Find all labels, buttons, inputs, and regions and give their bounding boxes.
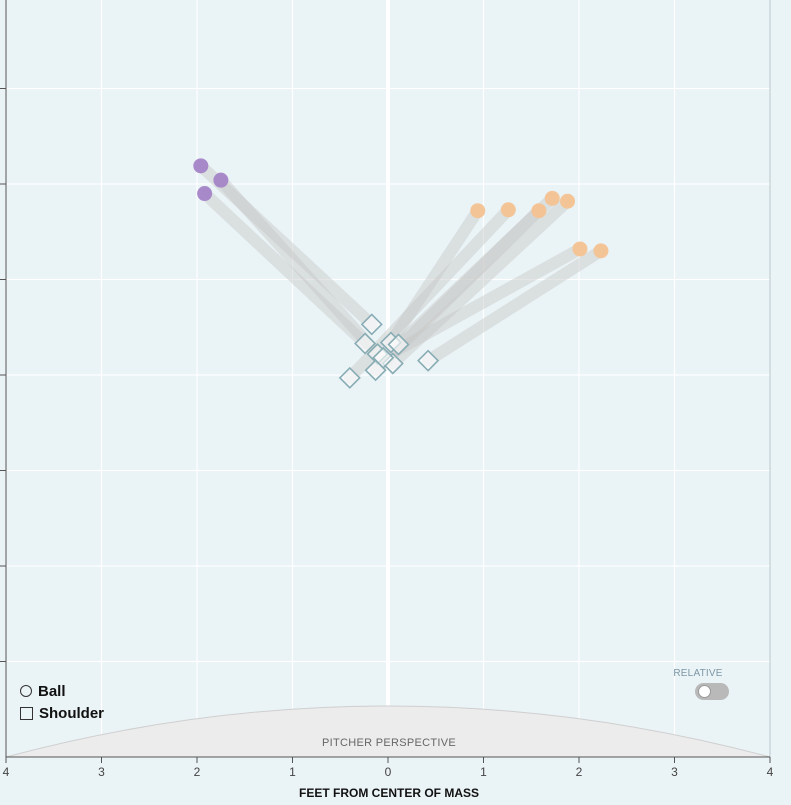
ball-point (197, 186, 213, 202)
legend: Ball Shoulder (20, 680, 104, 724)
x-tick-label: 3 (98, 765, 105, 779)
x-tick-label: 2 (194, 765, 201, 779)
relative-toggle-label: RELATIVE (673, 668, 723, 679)
arm-connector (214, 174, 384, 360)
arm-connector (194, 159, 378, 331)
arm-connector (198, 187, 372, 350)
ball-point (593, 243, 609, 259)
circle-icon (20, 685, 32, 697)
x-tick-label: 1 (289, 765, 296, 779)
x-tick-label: 0 (385, 765, 392, 779)
arm-connector (422, 244, 607, 367)
ball-point (531, 203, 547, 219)
mound-label: PITCHER PERSPECTIVE (322, 737, 456, 749)
shoulder-point (417, 349, 440, 372)
square-icon (20, 706, 33, 720)
x-tick-label: 3 (671, 765, 678, 779)
ball-point (500, 202, 516, 218)
x-axis-title: FEET FROM CENTER OF MASS (299, 786, 479, 800)
ball-point (213, 172, 229, 188)
pitcher-mound (5, 705, 771, 758)
legend-shoulder-label: Shoulder (39, 704, 105, 722)
arm-connector (377, 242, 586, 364)
legend-ball-label: Ball (38, 682, 66, 700)
ball-point (193, 158, 209, 174)
shoulder-point (387, 333, 410, 356)
shoulder-point (360, 313, 383, 336)
x-tick-label: 2 (576, 765, 583, 779)
shoulder-point (372, 346, 395, 369)
x-tick-label: 1 (480, 765, 487, 779)
ball-point (572, 241, 588, 257)
arm-connector (386, 195, 574, 370)
ball-point (470, 203, 486, 219)
relative-toggle-group: RELATIVE (672, 668, 732, 700)
legend-item-shoulder: Shoulder (20, 702, 104, 724)
x-tick-label: 4 (3, 765, 10, 779)
axes (0, 0, 771, 763)
ball-point (544, 190, 560, 206)
toggle-knob (698, 685, 711, 698)
ball-point (560, 193, 576, 209)
x-tick-labels: 4 3 2 1 0 1 2 3 4 (3, 765, 774, 779)
legend-item-ball: Ball (20, 680, 104, 702)
shoulder-markers (338, 313, 440, 389)
arm-connector (384, 204, 484, 349)
arm-connector (392, 192, 559, 351)
ball-markers (193, 158, 609, 259)
relative-toggle[interactable] (695, 683, 729, 700)
x-tick-label: 4 (767, 765, 774, 779)
shoulder-point (354, 332, 377, 355)
shoulder-point (338, 366, 361, 389)
connectors (194, 159, 607, 384)
